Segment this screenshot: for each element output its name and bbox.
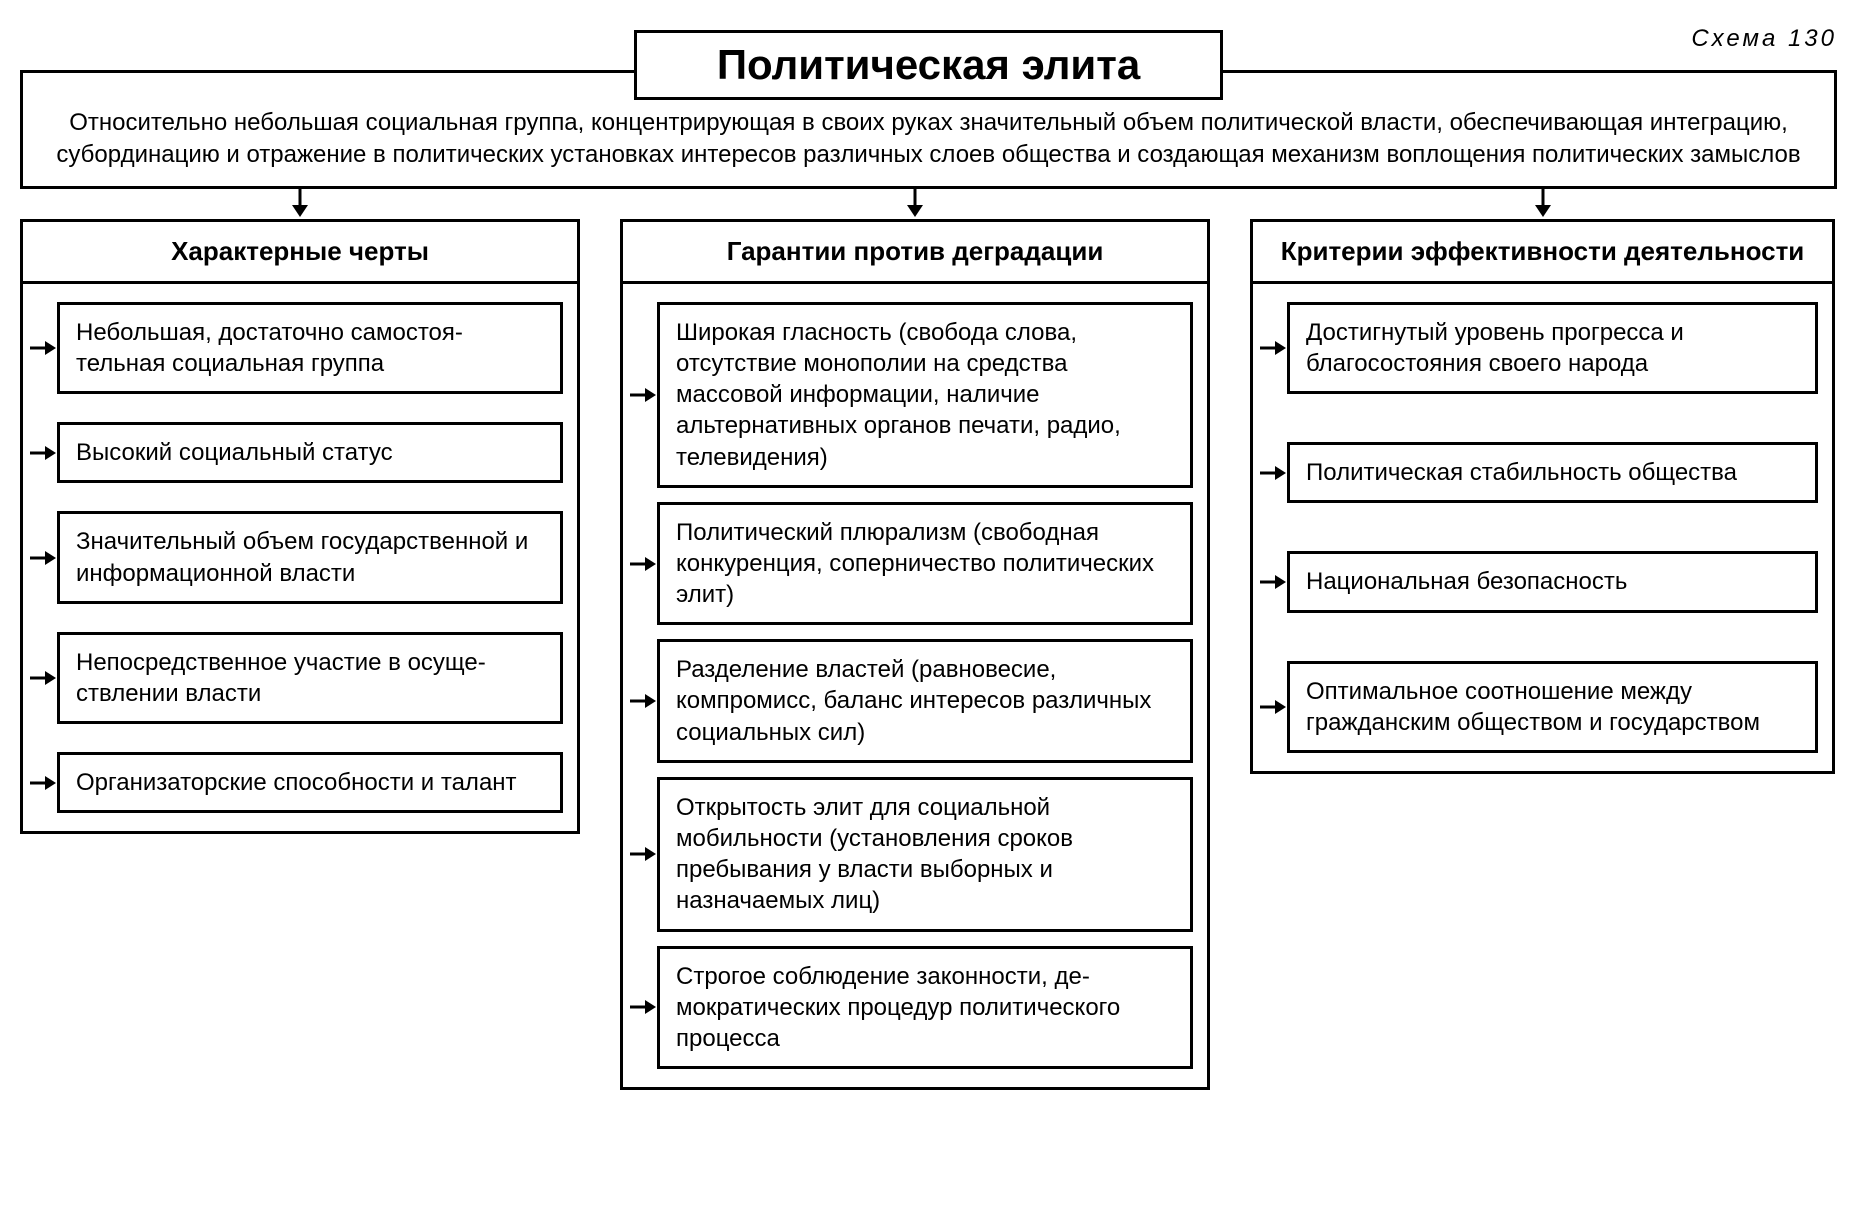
list-item: Достигнутый уровень прогресса и благосос…	[1259, 302, 1818, 394]
right-arrow-icon	[29, 339, 57, 357]
item-box: Непосредственное участие в осуще­ствлени…	[57, 632, 563, 724]
right-arrow-icon	[1259, 339, 1287, 357]
item-box: Национальная безопасность	[1287, 551, 1818, 612]
list-item: Значительный объем государст­венной и ин…	[29, 511, 563, 603]
item-box: Высокий социальный статус	[57, 422, 563, 483]
right-arrow-icon	[629, 386, 657, 404]
item-box: Политическая стабильность обще­ства	[1287, 442, 1818, 503]
right-arrow-icon	[629, 998, 657, 1016]
item-box: Широкая гласность (свобода сло­ва, отсут…	[657, 302, 1193, 488]
right-arrow-icon	[1259, 698, 1287, 716]
item-box: Строгое соблюдение законности, де­мократ…	[657, 946, 1193, 1070]
list-item: Разделение властей (равновесие, компроми…	[629, 639, 1193, 763]
right-arrow-icon	[29, 669, 57, 687]
list-item: Высокий социальный статус	[29, 422, 563, 483]
item-box: Открытость элит для социальной мобильнос…	[657, 777, 1193, 932]
list-item: Оптимальное соотношение между граждански…	[1259, 661, 1818, 753]
column: Характерные черты Небольшая, достаточно с…	[20, 219, 580, 835]
list-item: Открытость элит для социальной мобильнос…	[629, 777, 1193, 932]
scheme-label: Схема 130	[1691, 25, 1837, 53]
item-box: Организаторские способности и талант	[57, 752, 563, 813]
item-box: Небольшая, достаточно самостоя­тельная с…	[57, 302, 563, 394]
list-item: Строгое соблюдение законности, де­мократ…	[629, 946, 1193, 1070]
right-arrow-icon	[1259, 464, 1287, 482]
columns-container: Характерные черты Небольшая, достаточно с…	[20, 219, 1837, 1090]
item-box: Политический плюрализм (свобод­ная конку…	[657, 502, 1193, 626]
right-arrow-icon	[29, 444, 57, 462]
right-arrow-icon	[629, 555, 657, 573]
diagram-root: Схема 130 Политическая элита Относительн…	[20, 30, 1837, 1090]
column-body: Широкая гласность (свобода сло­ва, отсут…	[623, 284, 1207, 1087]
down-arrow	[620, 187, 1210, 217]
down-arrow	[20, 187, 580, 217]
item-box: Достигнутый уровень прогресса и благосос…	[1287, 302, 1818, 394]
item-box: Оптимальное соотношение между граждански…	[1287, 661, 1818, 753]
column-header: Характерные черты	[23, 222, 577, 284]
right-arrow-icon	[629, 845, 657, 863]
list-item: Политическая стабильность обще­ства	[1259, 442, 1818, 503]
column-header: Критерии эффективности деятельности	[1253, 222, 1832, 284]
list-item: Непосредственное участие в осуще­ствлени…	[29, 632, 563, 724]
list-item: Политический плюрализм (свобод­ная конку…	[629, 502, 1193, 626]
right-arrow-icon	[29, 774, 57, 792]
right-arrow-icon	[629, 692, 657, 710]
column: Критерии эффективности деятельности Дости…	[1250, 219, 1835, 774]
item-box: Значительный объем государст­венной и ин…	[57, 511, 563, 603]
down-arrows-row	[20, 187, 1837, 217]
column-body: Достигнутый уровень прогресса и благосос…	[1253, 284, 1832, 771]
column: Гарантии против деградации Широкая гласно…	[620, 219, 1210, 1090]
right-arrow-icon	[29, 549, 57, 567]
right-arrow-icon	[1259, 573, 1287, 591]
list-item: Национальная безопасность	[1259, 551, 1818, 612]
list-item: Широкая гласность (свобода сло­ва, отсут…	[629, 302, 1193, 488]
item-box: Разделение властей (равновесие, компроми…	[657, 639, 1193, 763]
list-item: Небольшая, достаточно самостоя­тельная с…	[29, 302, 563, 394]
title-box: Политическая элита	[634, 30, 1223, 100]
column-body: Небольшая, достаточно самостоя­тельная с…	[23, 284, 577, 832]
column-header: Гарантии против деградации	[623, 222, 1207, 284]
down-arrow	[1250, 187, 1835, 217]
list-item: Организаторские способности и талант	[29, 752, 563, 813]
